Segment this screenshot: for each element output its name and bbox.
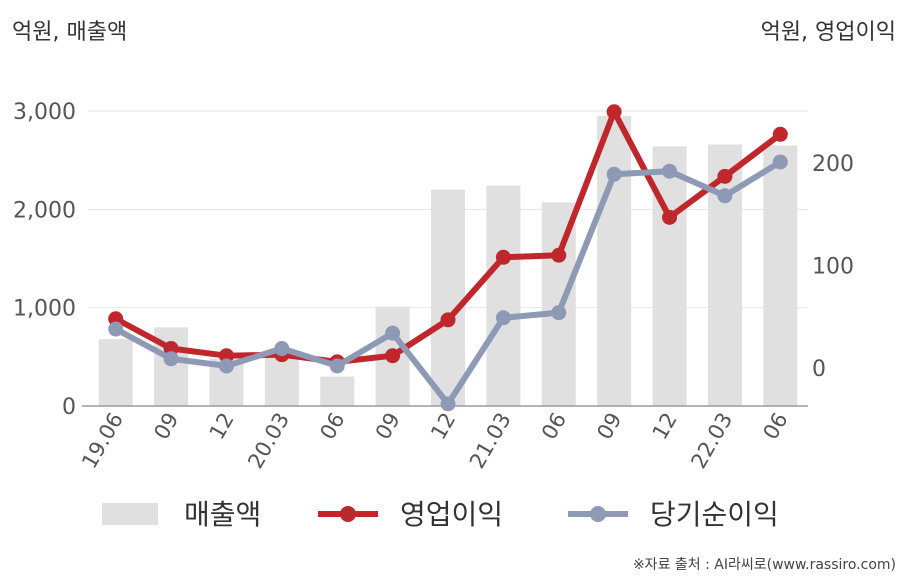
legend-label: 당기순이익 (650, 498, 779, 531)
net-income-point (163, 351, 179, 367)
right-tick-label: 100 (812, 255, 854, 280)
net-income-point (495, 310, 511, 326)
right-tick-label: 200 (812, 152, 854, 177)
left-axis-unit: 억원, 매출액 (12, 20, 128, 45)
legend: 매출액 영업이익 당기순이익 (102, 498, 779, 531)
net-income-point (108, 321, 124, 337)
operating-profit-point (495, 249, 511, 265)
net-income-point (218, 358, 234, 374)
legend-revenue: 매출액 (102, 498, 261, 531)
net-income-point (606, 166, 622, 182)
x-tick-label: 12 (648, 409, 682, 444)
operating-profit-point (551, 247, 567, 263)
legend-label: 매출액 (184, 498, 261, 531)
revenue-bar (541, 202, 576, 406)
x-tick-label: 09 (592, 409, 626, 444)
net-income-point (274, 341, 290, 357)
operating-profit-point (717, 168, 733, 184)
x-tick-label: 06 (537, 409, 571, 444)
revenue-bar (431, 189, 465, 406)
net-income-point (717, 188, 733, 204)
x-tick-label: 06 (315, 409, 349, 444)
operating-profit-point (440, 312, 456, 328)
revenue-bar (320, 376, 355, 406)
x-tick-label: 12 (426, 409, 460, 444)
operating-profit-point (772, 126, 788, 142)
operating-profit-point (662, 209, 678, 225)
revenue-bar (98, 339, 133, 406)
left-tick-label: 0 (62, 395, 76, 420)
net-income-point (551, 305, 567, 321)
operating-profit-point (163, 341, 179, 357)
right-axis-unit: 억원, 영업이익 (760, 20, 896, 45)
legend-label: 영업이익 (400, 498, 503, 531)
revenue-bar (597, 115, 632, 407)
net-income-point (662, 163, 678, 179)
operating-profit-point (108, 311, 124, 327)
net-income-point (329, 358, 345, 374)
legend-net-income: 당기순이익 (568, 498, 779, 531)
net-income-point (385, 325, 401, 341)
revenue-bar (763, 145, 798, 406)
x-tick-label: 20.03 (243, 409, 294, 473)
x-tick-label: 06 (758, 409, 792, 444)
legend-marker (340, 506, 356, 522)
legend-marker (590, 506, 606, 522)
x-tick-label: 09 (149, 409, 183, 444)
revenue-bars (98, 115, 798, 407)
x-tick-label: 12 (205, 409, 239, 444)
revenue-bar (652, 146, 687, 406)
right-tick-label: 0 (812, 357, 826, 382)
revenue-bar (486, 185, 521, 406)
operating-profit-point (218, 348, 234, 364)
legend-operating-profit: 영업이익 (318, 498, 503, 531)
left-tick-label: 2,000 (13, 198, 76, 223)
x-tick-label: 22.03 (686, 409, 737, 473)
net-income-point (440, 396, 456, 412)
source-note: ※자료 출처 : AI라씨로(www.rassiro.com) (632, 557, 896, 573)
operating-profit-point (385, 348, 401, 364)
net-income-point (772, 154, 788, 170)
x-tick-label: 21.03 (465, 409, 516, 473)
operating-profit-point (606, 104, 622, 120)
x-tick-label: 19.06 (77, 409, 128, 473)
left-tick-label: 1,000 (13, 297, 76, 322)
left-tick-label: 3,000 (13, 100, 76, 125)
profit-lines (108, 104, 788, 412)
legend-swatch (102, 503, 158, 525)
x-tick-label: 09 (371, 409, 405, 444)
